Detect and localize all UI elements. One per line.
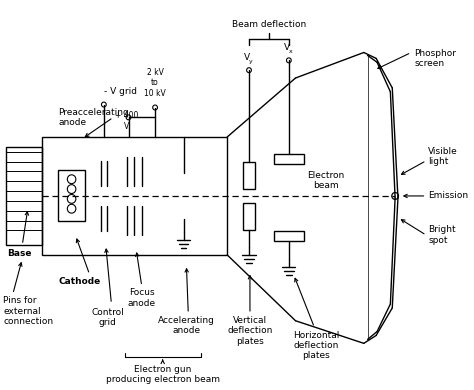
Text: Pins for
external
connection: Pins for external connection: [3, 296, 54, 326]
Text: Electron gun
producing electron beam: Electron gun producing electron beam: [106, 365, 219, 385]
Text: Horizontal
deflection
plates: Horizontal deflection plates: [293, 331, 339, 360]
Text: V: V: [284, 44, 290, 53]
Bar: [6, 147, 42, 245]
Text: Emission: Emission: [428, 191, 468, 200]
Text: y: y: [249, 59, 253, 64]
Text: Preaccelerating
anode: Preaccelerating anode: [58, 108, 129, 127]
Text: Accelerating
anode: Accelerating anode: [158, 316, 215, 335]
Text: Vertical
deflection
plates: Vertical deflection plates: [227, 316, 273, 346]
Text: Base: Base: [7, 249, 32, 258]
Bar: [42, 137, 227, 255]
Text: x: x: [289, 50, 292, 55]
Bar: [243, 161, 255, 189]
Text: Bright
spot: Bright spot: [428, 225, 456, 245]
Text: Visible
light: Visible light: [428, 147, 458, 167]
Text: Phosphor
screen: Phosphor screen: [414, 48, 456, 68]
Text: Control
grid: Control grid: [91, 308, 124, 327]
Bar: [243, 203, 255, 230]
Text: Cathode: Cathode: [58, 277, 100, 285]
Bar: [273, 154, 304, 163]
Bar: [273, 231, 304, 241]
Text: + 400
V: + 400 V: [115, 112, 138, 131]
Text: Beam deflection: Beam deflection: [232, 20, 306, 29]
Text: Focus
anode: Focus anode: [128, 288, 156, 308]
Bar: [58, 170, 85, 222]
Text: V: V: [244, 53, 250, 62]
Text: - V grid: - V grid: [104, 87, 137, 96]
Text: Electron
beam: Electron beam: [307, 171, 345, 190]
Text: 2 kV
to
10 kV: 2 kV to 10 kV: [144, 68, 166, 98]
